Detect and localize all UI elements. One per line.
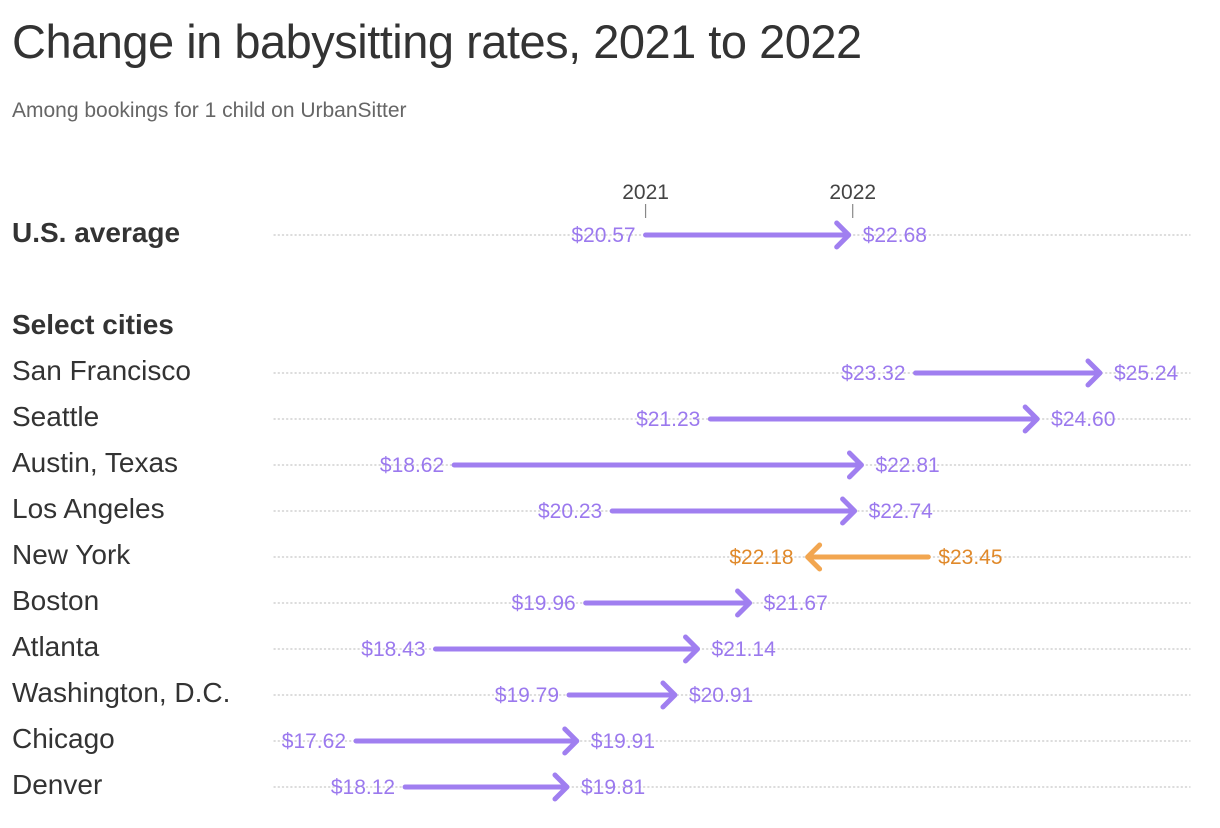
arrow-head-san-francisco xyxy=(1085,358,1103,388)
chart-title: Change in babysitting rates, 2021 to 202… xyxy=(12,15,862,68)
chart-subtitle: Among bookings for 1 child on UrbanSitte… xyxy=(12,99,407,122)
value-2022-chicago: $19.91 xyxy=(591,730,655,753)
value-2022-new-york: $22.18 xyxy=(729,546,793,569)
row-label-austin-texas: Austin, Texas xyxy=(12,447,179,478)
value-2022-washington-d-c: $20.91 xyxy=(689,684,753,707)
value-2022-boston: $21.67 xyxy=(764,592,828,615)
value-2022-atlanta: $21.14 xyxy=(712,638,777,661)
year-label-2021: 2021 xyxy=(622,181,669,204)
value-2022-austin-texas: $22.81 xyxy=(875,454,939,477)
value-2021-atlanta: $18.43 xyxy=(361,638,425,661)
value-2021-us-average: $20.57 xyxy=(571,224,635,247)
arrow-head-atlanta xyxy=(683,634,701,664)
value-2022-denver: $19.81 xyxy=(581,776,645,799)
year-label-2022: 2022 xyxy=(829,181,876,204)
arrow-head-los-angeles xyxy=(840,496,858,526)
value-2021-new-york: $23.45 xyxy=(938,546,1002,569)
row-label-new-york: New York xyxy=(12,539,131,570)
row-label-denver: Denver xyxy=(12,769,103,800)
arrow-head-denver xyxy=(552,772,570,802)
section-label-select-cities: Select cities xyxy=(12,309,174,340)
value-2022-los-angeles: $22.74 xyxy=(869,500,934,523)
value-2021-boston: $19.96 xyxy=(511,592,575,615)
value-2021-chicago: $17.62 xyxy=(282,730,346,753)
row-label-us-average: U.S. average xyxy=(12,217,181,248)
row-label-boston: Boston xyxy=(12,585,100,616)
value-2021-los-angeles: $20.23 xyxy=(538,500,602,523)
row-label-washington-d-c: Washington, D.C. xyxy=(12,677,231,708)
row-label-san-francisco: San Francisco xyxy=(12,355,191,386)
row-label-atlanta: Atlanta xyxy=(12,631,100,662)
arrow-head-austin-texas xyxy=(846,450,864,480)
arrow-head-new-york xyxy=(805,542,823,572)
value-2021-washington-d-c: $19.79 xyxy=(495,684,559,707)
row-label-seattle: Seattle xyxy=(12,401,100,432)
value-2022-seattle: $24.60 xyxy=(1051,408,1115,431)
value-2021-denver: $18.12 xyxy=(331,776,395,799)
arrow-head-washington-d-c xyxy=(660,680,678,710)
arrow-head-boston xyxy=(735,588,753,618)
value-2021-austin-texas: $18.62 xyxy=(380,454,444,477)
arrow-head-chicago xyxy=(562,726,580,756)
row-label-los-angeles: Los Angeles xyxy=(12,493,165,524)
value-2021-seattle: $21.23 xyxy=(636,408,700,431)
arrow-head-us-average xyxy=(834,220,852,250)
value-2021-san-francisco: $23.32 xyxy=(841,362,905,385)
value-2022-san-francisco: $25.24 xyxy=(1114,362,1179,385)
arrow-head-seattle xyxy=(1022,404,1040,434)
value-2022-us-average: $22.68 xyxy=(863,224,927,247)
row-label-chicago: Chicago xyxy=(12,723,115,754)
